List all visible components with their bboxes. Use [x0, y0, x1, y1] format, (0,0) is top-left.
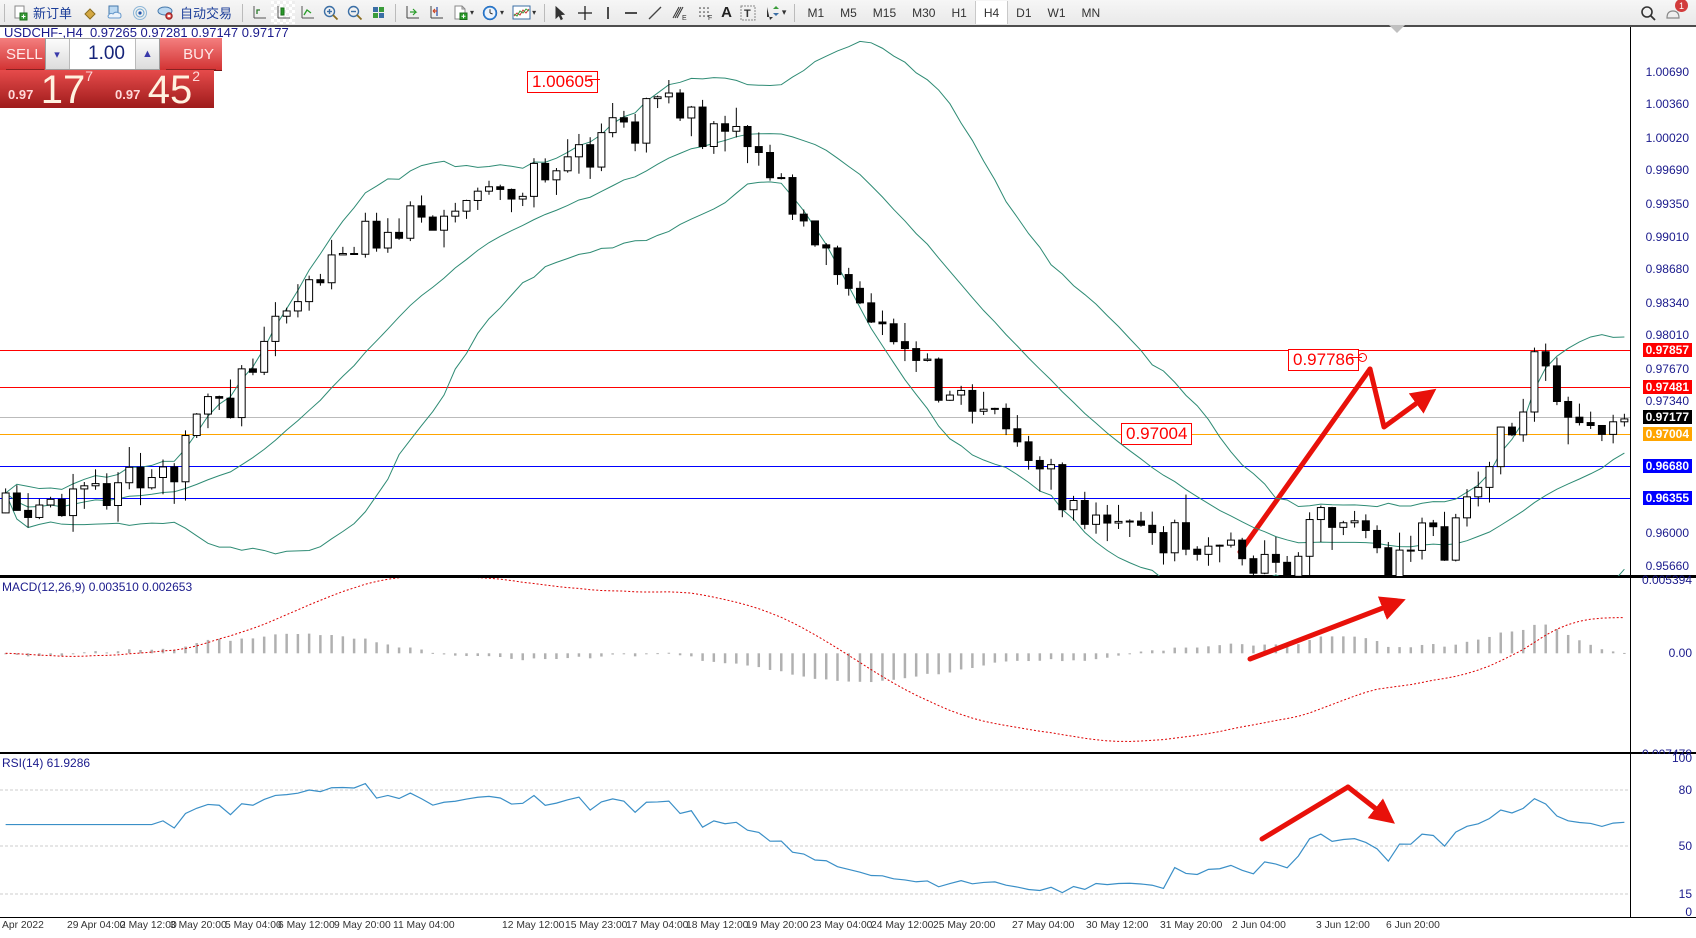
svg-text:F: F [708, 15, 712, 21]
svg-text:E: E [682, 15, 687, 21]
svg-text:T: T [744, 8, 751, 20]
